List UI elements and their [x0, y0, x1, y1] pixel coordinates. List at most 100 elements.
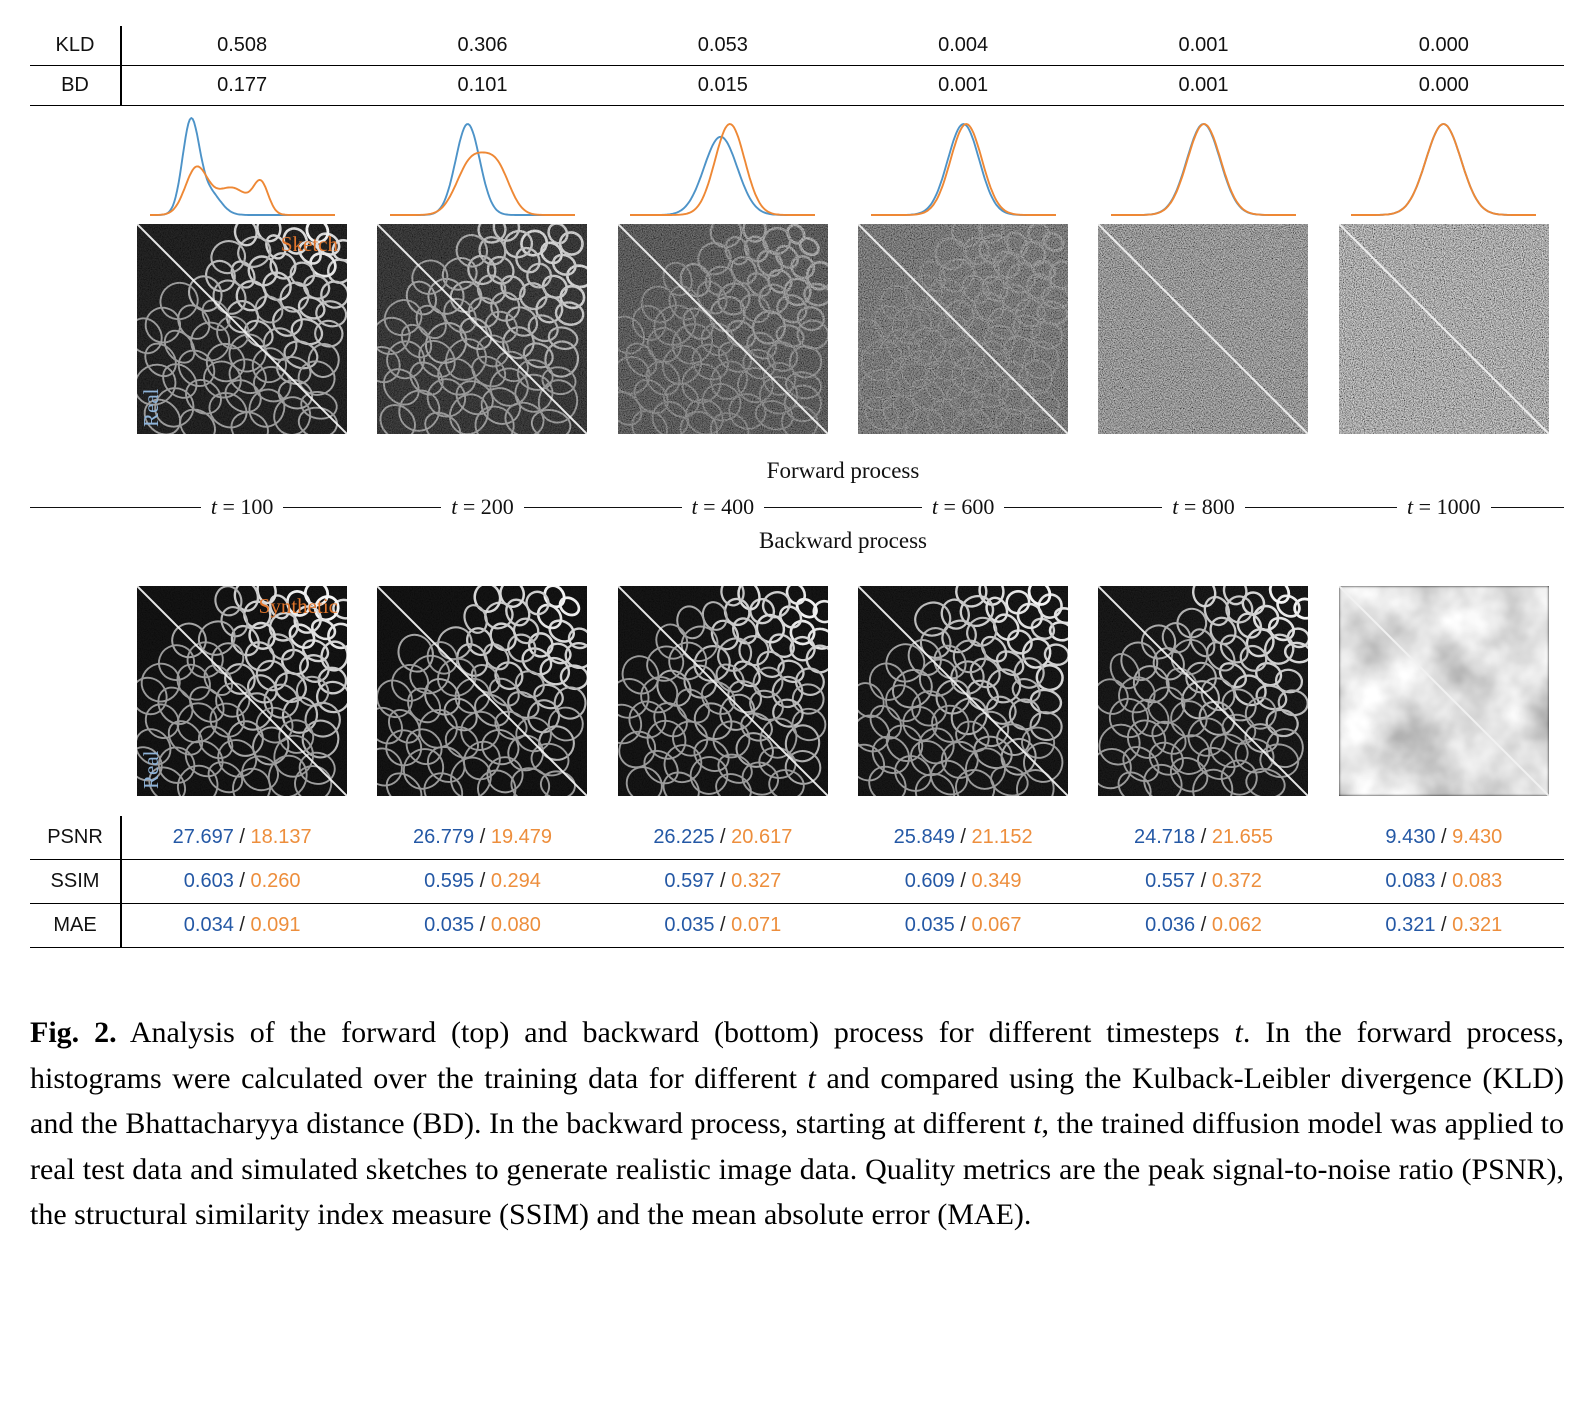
timestep-label-400: t = 400	[691, 494, 755, 519]
timeline-segment: t = 200	[362, 494, 603, 520]
backward-image-t100: Synthetic Real	[137, 586, 348, 796]
metric-value-sketch: 0.294	[490, 870, 541, 892]
metric-value-real: 0.035	[664, 914, 715, 936]
sketch-histogram-curve	[630, 123, 816, 216]
metric-row-label-ssim: SSIM	[30, 860, 122, 903]
metric-value-sketch: 0.260	[250, 870, 301, 892]
timestep-variable: t	[1172, 494, 1179, 519]
metric-value-sketch: 19.479	[490, 826, 552, 848]
divergence-table-row: KLD 0.508 0.306 0.053 0.004 0.001 0.000	[30, 26, 1564, 66]
backward-image-cell	[1324, 584, 1564, 798]
divergence-value: 0.001	[1178, 74, 1229, 96]
metric-value-separator: /	[714, 870, 732, 892]
split-diagonal-line	[377, 586, 588, 796]
metric-value-pair: 24.718 / 21.655	[1083, 816, 1323, 859]
timeline-line	[122, 506, 201, 508]
timestep-label-200: t = 200	[451, 494, 514, 519]
sketch-histogram-curve	[870, 123, 1056, 216]
timestep-variable: t	[931, 494, 939, 519]
metric-value-pair: 0.595 / 0.294	[362, 860, 602, 903]
metric-value-sketch: 0.091	[250, 914, 301, 936]
split-diagonal-line	[1338, 224, 1549, 434]
timeline-line	[523, 506, 603, 508]
metric-value-separator: /	[474, 826, 491, 848]
sketch-histogram-curve	[1110, 123, 1296, 216]
backward-process-label: Backward process	[759, 528, 927, 553]
backward-image-cell	[1083, 584, 1323, 798]
metric-value-real: 27.697	[172, 826, 234, 848]
forward-images-row: Sketch Real	[30, 222, 1564, 436]
divergence-value: 0.053	[697, 34, 748, 56]
backward-image-t800	[1098, 586, 1309, 796]
sketch-histogram-curve	[149, 165, 335, 216]
metric-value-real: 0.595	[424, 870, 475, 892]
metric-value-separator: /	[1195, 870, 1212, 892]
histogram-cell	[1083, 114, 1323, 218]
metric-value-pair: 0.597 / 0.327	[603, 860, 843, 903]
metric-value-pair: 27.697 / 18.137	[122, 816, 362, 859]
histogram-cell	[1324, 114, 1564, 218]
tile-real-label: Real	[139, 750, 163, 789]
histogram-cell	[122, 114, 362, 218]
timestep-variable: t	[691, 494, 698, 519]
metric-value-real: 0.321	[1385, 914, 1436, 936]
caption-text: t	[807, 1061, 816, 1095]
metric-value-separator: /	[233, 870, 251, 892]
timeline-line	[1004, 506, 1084, 508]
metric-value-real: 0.034	[183, 914, 234, 936]
metric-value-real: 24.718	[1133, 826, 1196, 848]
forward-image-t200	[377, 224, 588, 434]
metric-value-real: 0.035	[904, 914, 955, 936]
histogram-plot	[1351, 123, 1537, 216]
metric-value-sketch: 0.083	[1452, 870, 1503, 892]
metric-value-separator: /	[714, 914, 732, 936]
metric-value-sketch: 0.321	[1452, 914, 1503, 936]
timeline-segment: t = 800	[1083, 494, 1324, 520]
metric-value-real: 26.779	[412, 826, 475, 848]
metric-value-real: 0.083	[1385, 870, 1436, 892]
metric-value-pair: 9.430 / 9.430	[1324, 816, 1564, 859]
metric-value-pair: 0.603 / 0.260	[122, 860, 362, 903]
metric-value-sketch: 18.137	[250, 826, 312, 848]
caption-text: , the trained diffusion model was applie…	[30, 1107, 1564, 1232]
forward-image-cell	[362, 222, 602, 436]
timeline-line	[602, 506, 682, 508]
forward-image-cell: Sketch Real	[122, 222, 362, 436]
forward-image-t800	[1098, 224, 1309, 434]
metric-value-separator: /	[954, 826, 972, 848]
metric-value-real: 0.036	[1145, 914, 1196, 936]
divergence-table-row: BD 0.177 0.101 0.015 0.001 0.001 0.000	[30, 66, 1564, 106]
metric-value-separator: /	[474, 914, 491, 936]
histogram-plot	[870, 123, 1056, 216]
timeline: t = 100 t = 200 t = 400 t = 600 t = 800 t = 1…	[30, 494, 1564, 520]
split-diagonal-line	[617, 586, 828, 796]
metric-value-pair: 0.036 / 0.062	[1083, 904, 1323, 947]
split-diagonal-line	[1338, 586, 1549, 796]
timeline-line	[1244, 506, 1324, 508]
metrics-table-row: PSNR 27.697 / 18.137 26.779 / 19.479 26.225…	[30, 816, 1564, 860]
metric-value-separator: /	[1435, 914, 1453, 936]
divergence-value: 0.177	[217, 74, 268, 96]
divergence-value: 0.000	[1418, 74, 1469, 96]
real-histogram-curve	[389, 123, 575, 216]
split-diagonal-line	[858, 586, 1069, 796]
timestep-label-1000: t = 1000	[1407, 494, 1481, 519]
split-diagonal-line	[137, 586, 348, 796]
forward-image-t1000	[1338, 224, 1549, 434]
forward-image-t600	[858, 224, 1069, 434]
divergence-value: 0.000	[1418, 34, 1469, 56]
forward-image-cell	[843, 222, 1083, 436]
metrics-table-row: MAE 0.034 / 0.091 0.035 / 0.080 0.035 / 0.0…	[30, 904, 1564, 948]
real-histogram-curve	[1110, 123, 1296, 216]
forward-image-t100: Sketch Real	[137, 224, 348, 434]
backward-image-cell	[362, 584, 602, 798]
split-diagonal-line	[137, 224, 348, 434]
metric-value-real: 0.603	[183, 870, 234, 892]
tile-real-label: Real	[139, 388, 163, 427]
histogram-plot	[149, 117, 335, 216]
metric-value-separator: /	[233, 826, 251, 848]
backward-image-t600	[858, 586, 1069, 796]
metric-value-sketch: 20.617	[731, 826, 793, 848]
forward-image-cell	[1324, 222, 1564, 436]
backward-image-t1000	[1338, 586, 1549, 796]
